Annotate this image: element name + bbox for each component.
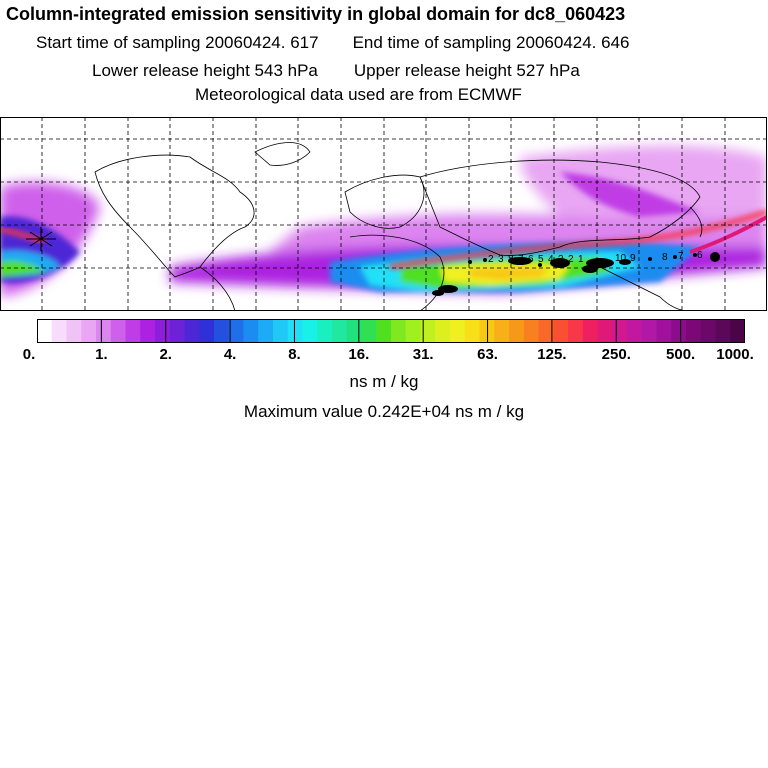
colorbar-swatch (509, 319, 525, 343)
colorbar-swatch (258, 319, 274, 343)
start-time: Start time of sampling 20060424. 617 (36, 33, 319, 52)
colorbar-tick-label: 0. (22, 346, 36, 363)
met-data-line: Meteorological data used are from ECMWF (195, 85, 522, 104)
colorbar-swatch (81, 319, 97, 343)
colorbar-swatch (582, 319, 599, 343)
plume-label: 1 (578, 254, 584, 265)
colorbar-swatch (494, 319, 510, 343)
colorbar-swatch (346, 319, 363, 343)
colorbar-swatch (568, 319, 584, 343)
colorbar-swatch (597, 319, 613, 343)
colorbar-swatch (700, 319, 717, 343)
sample-markers (432, 252, 720, 296)
lower-release-height: Lower release height 543 hPa (92, 61, 318, 80)
colorbar-tick-label: 4. (223, 346, 237, 363)
colorbar-swatch (199, 319, 215, 343)
plume-label: 6 (528, 254, 534, 265)
colorbar-swatch (686, 319, 702, 343)
upper-release-height: Upper release height 527 hPa (353, 61, 580, 80)
plume-label: 2 (568, 254, 574, 265)
colorbar-swatch (302, 319, 318, 343)
colorbar-swatch (405, 319, 422, 343)
colorbar-border (37, 319, 745, 343)
colorbar-swatch (214, 319, 230, 343)
colorbar-swatch (641, 319, 658, 343)
graticule (0, 117, 767, 311)
colorbar-swatch (228, 319, 245, 343)
colorbar-swatch (125, 319, 141, 343)
plume-label: 10 (615, 253, 627, 264)
plume-label: 7 (518, 254, 524, 265)
colorbar-swatch (391, 319, 407, 343)
colorbar-swatch (37, 319, 53, 343)
colorbar-tick-label: 63. (477, 346, 498, 363)
colorbar-tick-labels: 0. 1. 2. 4. 8. 16. 31. 63. 125. 250. 500. 1000. (0, 346, 768, 366)
colorbar-swatch (420, 319, 436, 343)
colorbar-swatch (243, 319, 259, 343)
colorbar-swatch (715, 319, 731, 343)
plume-label: 8 (508, 254, 514, 265)
release-location-marker (26, 227, 56, 251)
colorbar-swatch (140, 319, 156, 343)
plume-label: 9 (630, 253, 636, 264)
colorbar-swatch (464, 319, 481, 343)
colorbar-tick-label: 31. (412, 346, 434, 363)
colorbar-swatch (435, 319, 451, 343)
plume-label: 6 (697, 250, 703, 261)
colorbar-swatch (184, 319, 200, 343)
colorbar-swatch (273, 319, 289, 343)
colorbar-swatch (110, 319, 127, 343)
plume-labels: 2 3 8 7 6 5 4 3 2 1 10 9 8 7 6 (488, 250, 703, 265)
colorbar-swatch (317, 319, 333, 343)
colorbar-swatch (96, 319, 112, 343)
colorbar-swatch (66, 319, 82, 343)
colorbar-swatch (656, 319, 672, 343)
plume-label: 3 (558, 254, 564, 265)
colorbar-tick-label: 2. (159, 346, 172, 363)
colorbar-tick-label: 125. (537, 346, 567, 363)
release-height-line: Lower release height 543 hPa Upper releas… (92, 61, 580, 81)
colorbar-swatch (155, 319, 171, 343)
plume-label: 3 (498, 254, 504, 265)
colorbar-tick-label: 1000. (716, 346, 754, 363)
colorbar-swatch (671, 319, 687, 343)
sampling-time-line: Start time of sampling 20060424. 617 End … (36, 33, 630, 53)
colorbar-swatch (361, 319, 377, 343)
coastlines (94, 142, 703, 311)
colorbar-tick-label: 250. (601, 346, 631, 363)
colorbar-swatch (51, 319, 68, 343)
end-time: End time of sampling 20060424. 646 (352, 33, 630, 52)
colorbar-swatch (332, 319, 348, 343)
plume-label: 4 (548, 254, 554, 265)
plume-label: 5 (538, 254, 544, 265)
colorbar-swatch (553, 319, 569, 343)
colorbar-swatch (730, 319, 745, 343)
colorbar-tick-label: 500. (666, 346, 696, 363)
plume-label: 8 (662, 252, 668, 263)
colorbar-swatch (287, 319, 304, 343)
sensitivity-map: 2 3 8 7 6 5 4 3 2 1 10 9 8 7 6 (0, 117, 767, 311)
colorbar-swatch (450, 319, 466, 343)
colorbar-swatch (376, 319, 392, 343)
colorbar-units: ns m / kg (349, 372, 419, 391)
colorbar-swatch (612, 319, 628, 343)
colorbar-swatch (627, 319, 643, 343)
colorbar (37, 319, 745, 343)
plume-label: 2 (488, 254, 494, 265)
colorbar-swatch (523, 319, 540, 343)
colorbar-swatch (169, 319, 186, 343)
maximum-value: Maximum value 0.242E+04 ns m / kg (243, 402, 525, 421)
colorbar-tick-label: 1. (95, 346, 108, 363)
plume-label: 7 (678, 251, 684, 262)
colorbar-tick-label: 8. (288, 346, 301, 363)
colorbar-swatch (538, 319, 554, 343)
plot-title: Column-integrated emission sensitivity i… (6, 4, 626, 24)
colorbar-tick-label: 16. (348, 346, 370, 363)
